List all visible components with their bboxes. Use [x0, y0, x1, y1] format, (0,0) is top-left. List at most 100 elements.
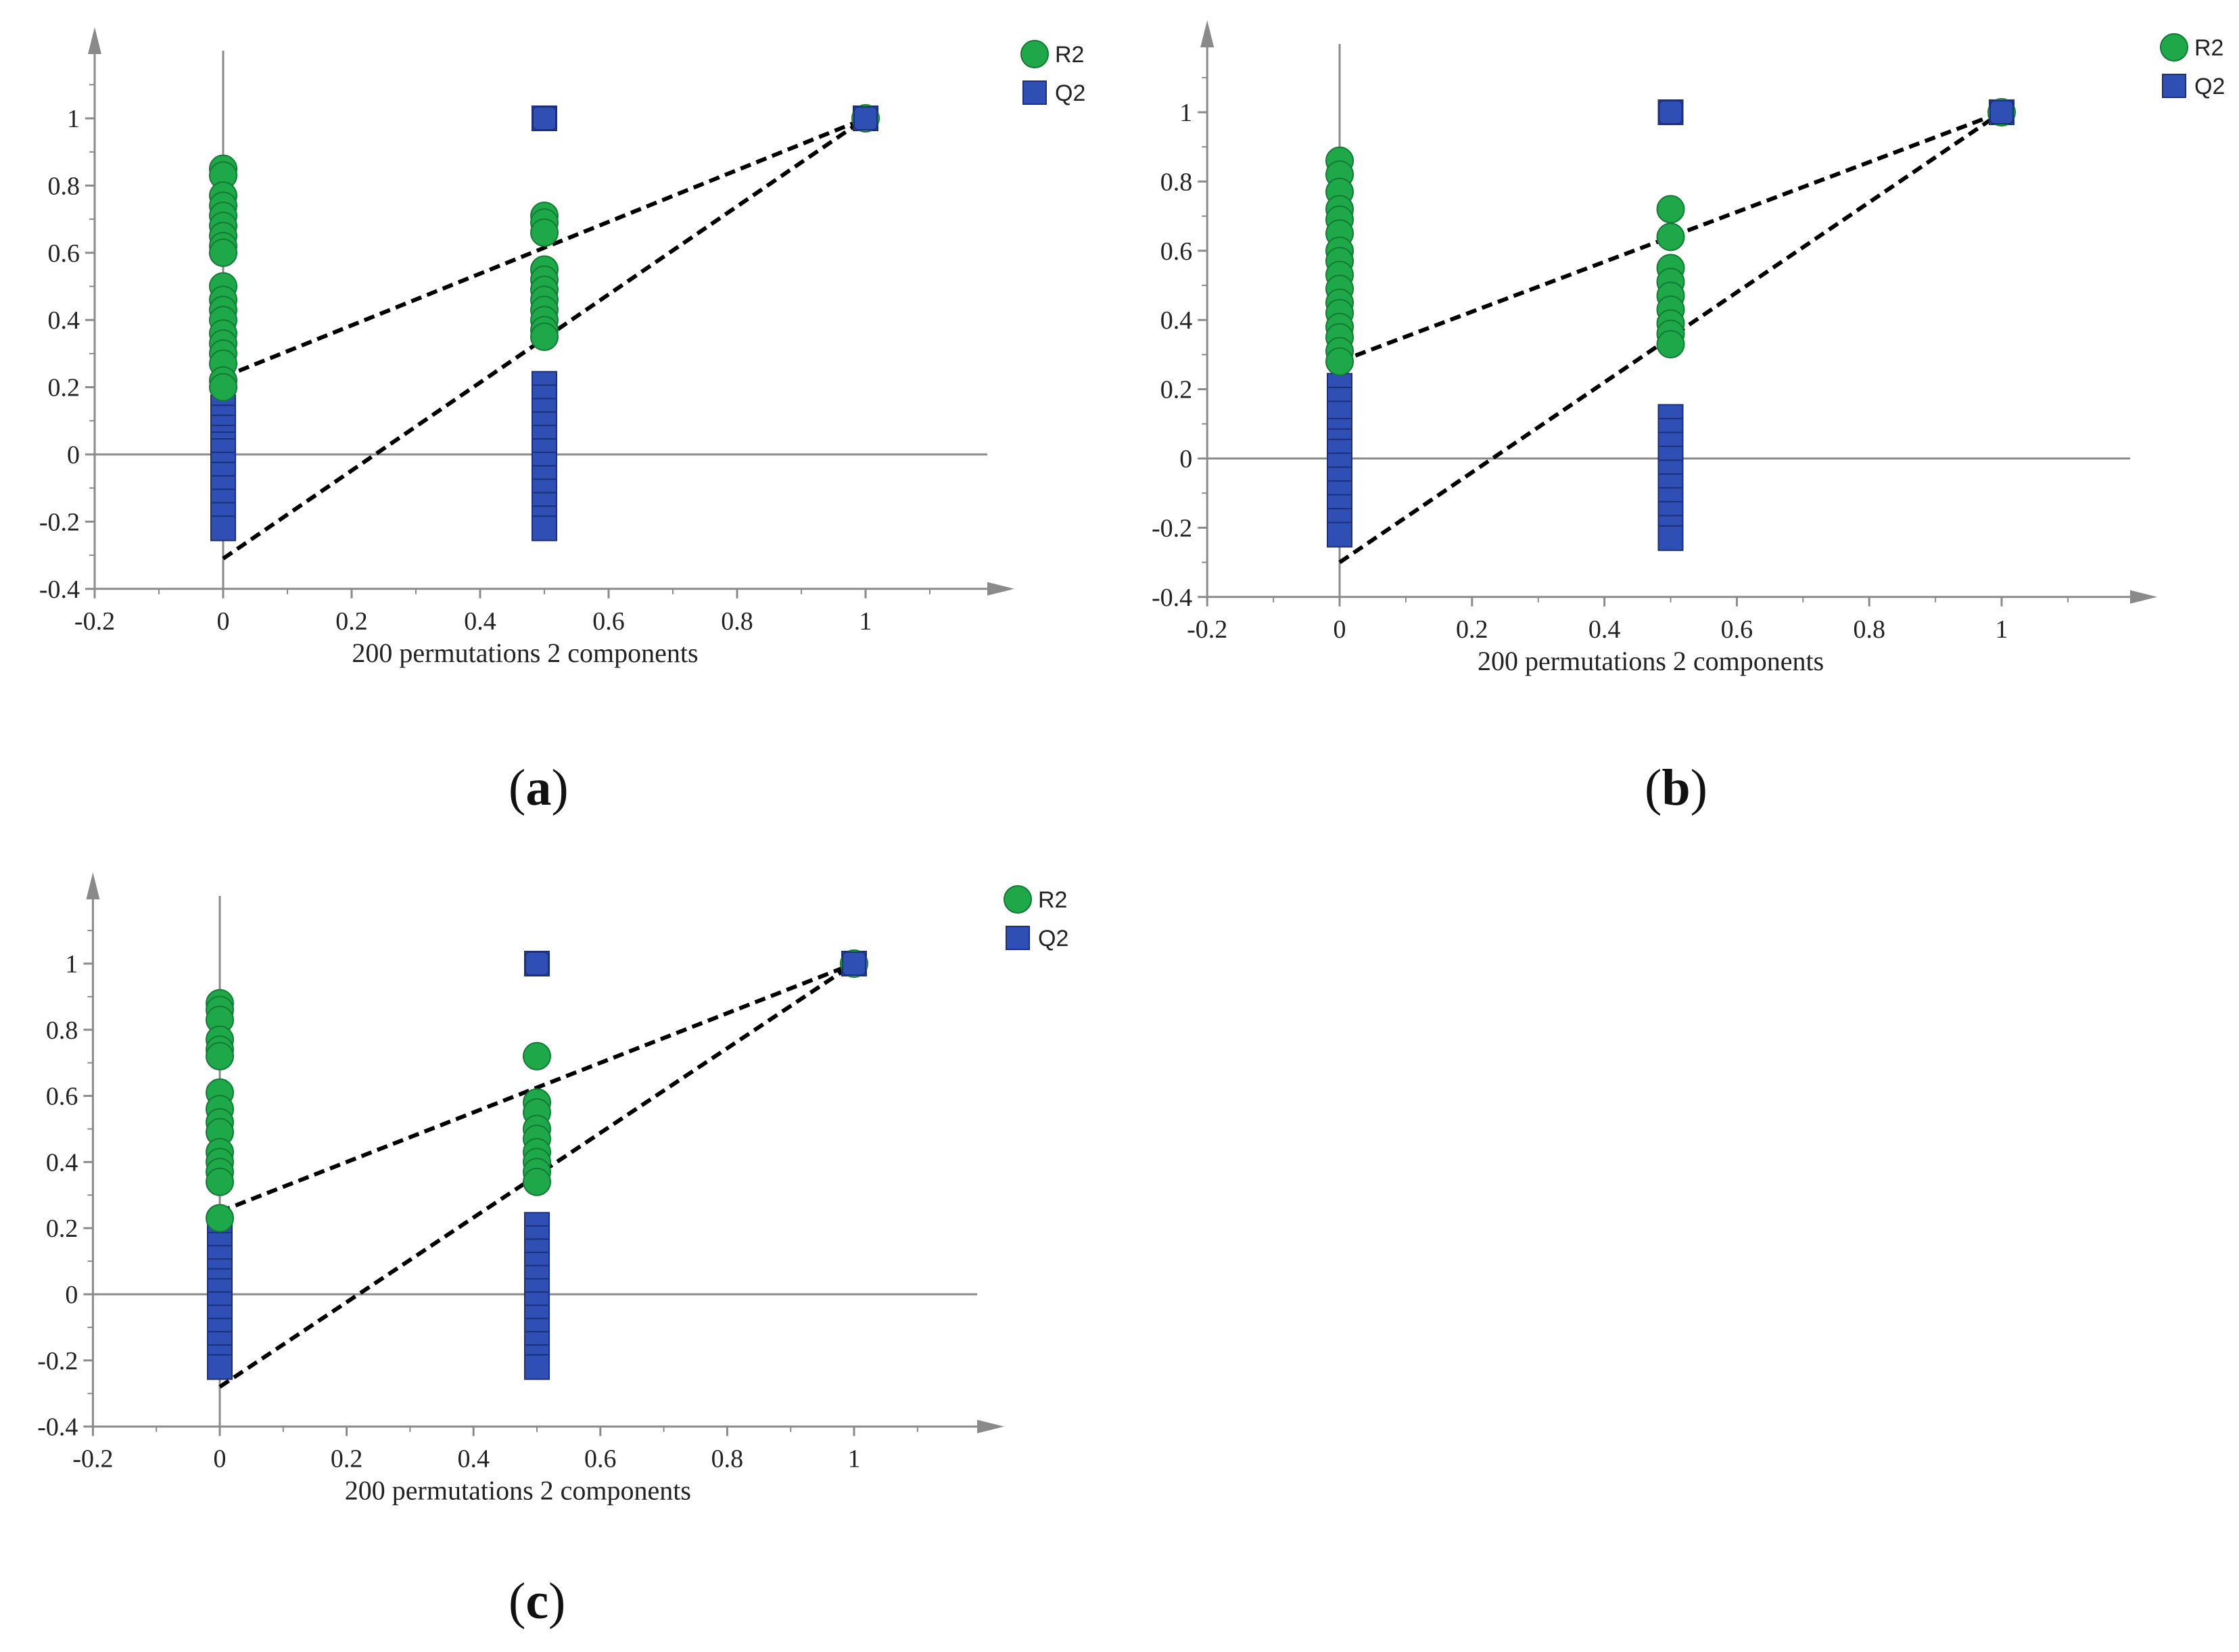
x-tick-label: 0.6 — [592, 607, 625, 636]
legend-q2-label: Q2 — [1038, 926, 1068, 951]
q2-point — [1327, 521, 1352, 548]
q2-point — [842, 951, 866, 976]
r2-point — [523, 1167, 551, 1196]
y-tick-label: 0 — [1179, 445, 1192, 473]
q2-point — [524, 1354, 550, 1380]
y-tick-label: 0 — [65, 1281, 78, 1309]
x-tick-label: 0.8 — [721, 607, 753, 636]
r2-point — [206, 1041, 234, 1070]
legend-q2-marker — [2162, 74, 2186, 98]
chart-panel-c: -0.2 0 0.2 0.4 0.6 0.8 1 -0.4 -0.2 0 0.2 0.4 0.6 0.8 1… — [37, 872, 1068, 1506]
x-axis-arrow — [977, 1419, 1004, 1434]
q2-point — [532, 515, 557, 542]
x-tick-label: 0.8 — [1853, 615, 1885, 644]
r2-point — [1656, 222, 1685, 252]
y-tick-label: 0.4 — [46, 1148, 78, 1177]
y-tick-label: -0.2 — [37, 1347, 78, 1375]
r2-point — [206, 1167, 234, 1196]
regression-line-r2 — [218, 962, 855, 1214]
y-tick-label: 0.6 — [48, 239, 80, 268]
legend-r2-marker — [1020, 40, 1049, 68]
y-tick-label: 1 — [1179, 99, 1192, 127]
x-tick-label: 0 — [217, 607, 230, 636]
r2-point — [530, 323, 559, 352]
q2-point — [1657, 525, 1684, 551]
x-axis-title: 200 permutations 2 components — [352, 638, 698, 668]
x-tick-label: -0.2 — [72, 1445, 113, 1473]
panel-label-b: (b) — [1645, 759, 1707, 816]
x-tick-label: 1 — [859, 607, 872, 636]
y-tick-label: 0.6 — [1160, 237, 1193, 266]
legend-q2-marker — [1006, 926, 1030, 950]
x-tick-label: 0.2 — [335, 607, 368, 636]
x-tick-label: 0.6 — [1721, 615, 1753, 644]
q2-point — [532, 106, 557, 131]
legend-q2-label: Q2 — [2194, 74, 2225, 99]
r2-point — [530, 218, 559, 247]
x-tick-label: 0.4 — [457, 1445, 490, 1473]
x-tick-label: -0.2 — [1187, 615, 1227, 644]
y-tick-label: 0.2 — [46, 1214, 78, 1243]
q2-point — [1989, 100, 2014, 124]
legend-r2-marker — [1004, 885, 1032, 914]
r2-point — [206, 1204, 234, 1233]
regression-line-r2 — [222, 116, 867, 379]
r2-point — [523, 1041, 551, 1070]
y-tick-label: 0.4 — [1160, 306, 1193, 335]
panel-label-c: (c) — [509, 1573, 566, 1630]
y-tick-label: 1 — [67, 105, 80, 133]
x-axis-title: 200 permutations 2 components — [1478, 646, 1824, 676]
r2-point — [1656, 195, 1685, 224]
y-tick-label: -0.2 — [39, 508, 80, 536]
y-tick-label: 0.2 — [1160, 376, 1193, 404]
r2-point — [209, 373, 237, 402]
q2-point — [1658, 100, 1683, 124]
y-axis-arrow — [86, 872, 100, 899]
chart-panel-b: -0.2 0 0.2 0.4 0.6 0.8 1 -0.4 -0.2 0 0.2 0.4 0.6 0.8 1… — [1152, 20, 2225, 676]
y-axis-arrow — [1200, 20, 1215, 47]
legend-q2-marker — [1022, 80, 1047, 105]
q2-point — [207, 1354, 233, 1380]
y-axis-arrow — [88, 27, 101, 54]
x-axis-arrow — [987, 582, 1014, 596]
legend-r2-label: R2 — [1038, 887, 1067, 913]
x-tick-label: 0 — [214, 1445, 227, 1473]
x-tick-label: 1 — [848, 1445, 861, 1473]
y-tick-label: 0.8 — [46, 1016, 78, 1045]
y-tick-label: 0 — [67, 441, 80, 469]
y-tick-label: -0.4 — [37, 1413, 78, 1442]
r2-point — [209, 238, 237, 267]
y-tick-label: 1 — [65, 950, 78, 978]
q2-point — [525, 951, 549, 976]
panel-label-a: (a) — [509, 759, 569, 816]
q2-point — [853, 106, 878, 131]
x-tick-label: 0.4 — [464, 607, 496, 636]
legend-r2-label: R2 — [2194, 35, 2223, 61]
y-tick-label: 0.2 — [48, 374, 80, 402]
x-tick-label: 0.4 — [1588, 615, 1621, 644]
x-tick-label: 0.2 — [1456, 615, 1488, 644]
x-axis-title: 200 permutations 2 components — [345, 1476, 691, 1506]
legend-r2-label: R2 — [1055, 42, 1084, 68]
y-tick-label: -0.4 — [39, 575, 80, 604]
legend-q2-label: Q2 — [1055, 80, 1085, 106]
y-tick-label: 0.6 — [46, 1083, 78, 1111]
q2-point — [210, 515, 236, 542]
r2-point — [1325, 347, 1354, 376]
x-axis-arrow — [2130, 590, 2157, 604]
y-tick-label: 0.8 — [48, 172, 80, 200]
regression-line-q2 — [1338, 110, 2003, 565]
x-tick-label: 0.8 — [711, 1445, 744, 1473]
x-tick-label: 1 — [1996, 615, 2008, 644]
y-tick-label: 0.4 — [48, 306, 80, 335]
chart-panel-a: -0.2 0 0.2 0.4 0.6 0.8 1 -0.4 -0.2 0 0.2 0.4 0.6 0.8 1… — [39, 27, 1085, 668]
r2-point — [1656, 330, 1685, 359]
x-tick-label: 0.6 — [584, 1445, 617, 1473]
x-tick-label: 0.2 — [331, 1445, 363, 1473]
x-tick-label: -0.2 — [74, 607, 115, 636]
x-tick-label: 0 — [1334, 615, 1346, 644]
y-tick-label: -0.4 — [1152, 584, 1192, 612]
legend-r2-marker — [2160, 33, 2188, 62]
y-tick-label: -0.2 — [1152, 514, 1192, 542]
y-tick-label: 0.8 — [1160, 168, 1193, 196]
